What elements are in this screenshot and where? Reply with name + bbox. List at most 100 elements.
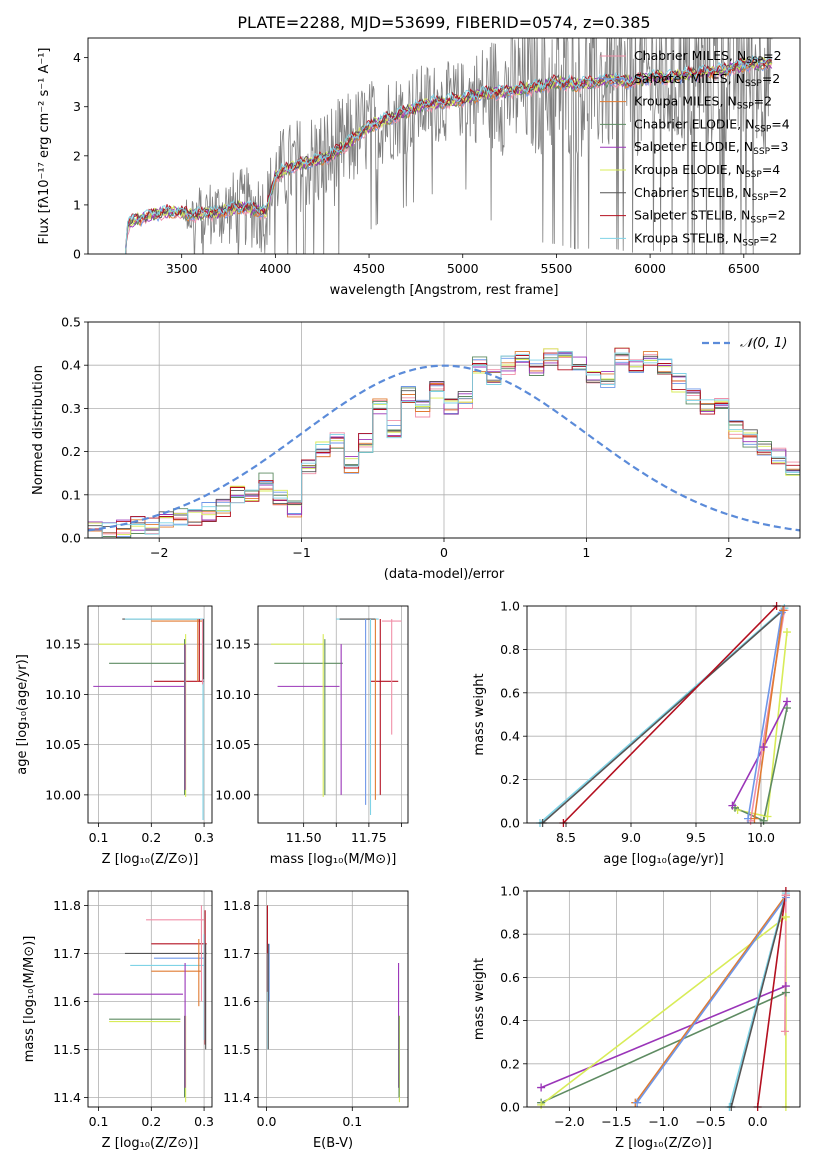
plot-area — [266, 905, 400, 1103]
y-tick-label: 0.6 — [500, 685, 520, 700]
weight-marker — [783, 628, 791, 637]
y-tick-label: 0.2 — [500, 772, 520, 787]
weight-marker — [633, 1098, 642, 1107]
x-axis-label: mass [log₁₀(M/M⊙)] — [270, 852, 397, 867]
x-tick-label: −2.0 — [554, 1114, 584, 1129]
y-tick-label: 0.8 — [500, 927, 520, 942]
normal-curve — [88, 364, 800, 532]
weight-marker — [759, 816, 768, 825]
y-axis-label: mass weight — [472, 958, 487, 1040]
y-tick-label: 0.8 — [500, 642, 520, 657]
weight-line — [747, 612, 783, 819]
legend-subscript: SSP — [752, 193, 769, 203]
legend-label: Salpeter STELIB, N — [634, 208, 750, 223]
x-axis-label: Z [log₁₀(Z/Z⊙)] — [615, 1136, 712, 1151]
weight-marker — [779, 606, 788, 615]
x-tick-label: −2 — [150, 545, 168, 560]
legend-entry: Salpeter MILES, NSSP=2 — [634, 71, 780, 89]
y-axis-label: Normed distribution — [31, 365, 46, 495]
x-tick-label: 5500 — [541, 261, 573, 276]
y-tick-label: 3 — [73, 99, 81, 114]
x-tick-label: 1 — [582, 545, 590, 560]
weight-marker — [759, 743, 768, 752]
y-tick-label: 0.5 — [61, 315, 81, 330]
weight-line — [540, 991, 787, 1104]
y-tick-label: 0.0 — [500, 1100, 520, 1115]
legend-label: Salpeter MILES, N — [634, 71, 745, 86]
x-tick-label: 11.50 — [286, 830, 322, 845]
x-tick-label: −1.5 — [601, 1114, 631, 1129]
model-line-salpeter-stelib — [125, 57, 773, 254]
legend-suffix: =4 — [762, 162, 780, 177]
legend-suffix: =2 — [767, 208, 785, 223]
weight-marker — [783, 697, 791, 706]
y-tick-label: 10.05 — [45, 737, 81, 752]
y-tick-label: 10.10 — [45, 687, 81, 702]
axes-frame — [87, 37, 801, 255]
spectrum-panel: 3500 4000 4500 5000 5500 6000 6500 0 1 2 3 4 wavelen… — [37, 37, 801, 298]
legend-subscript: SSP — [745, 79, 762, 89]
x-tick-label: 0.1 — [342, 1114, 362, 1129]
x-tick-label: 10.0 — [747, 830, 775, 845]
legend-entry: Chabrier ELODIE, NSSP=4 — [634, 116, 790, 134]
y-tick-label: 0.3 — [61, 401, 81, 416]
legend-subscript: SSP — [746, 56, 763, 66]
legend-suffix: =3 — [770, 139, 788, 154]
y-axis-label: mass [log₁₀(M/M⊙)] — [22, 936, 37, 1063]
plot-area — [93, 905, 207, 1103]
x-tick-label: 8.5 — [556, 830, 576, 845]
legend-subscript: SSP — [750, 216, 767, 226]
y-tick-label: 11.6 — [223, 994, 251, 1009]
weight-line — [636, 897, 787, 1104]
y-axis-label: age [log₁₀(age/yr)] — [15, 654, 30, 775]
y-axis-label: Flux [fλ10⁻¹⁷ erg cm⁻² s⁻¹ A⁻¹] — [37, 48, 52, 245]
legend-label: Kroupa MILES, N — [634, 94, 737, 109]
y-tick-label: 10.10 — [215, 687, 251, 702]
y-tick-label: 0 — [73, 247, 81, 262]
legend-label: Kroupa ELODIE, N — [634, 162, 745, 177]
axes-frame — [87, 321, 801, 539]
legend-suffix: =2 — [759, 230, 777, 245]
x-tick-label: −1 — [292, 545, 310, 560]
x-tick-label: 9.5 — [686, 830, 706, 845]
mass_weight_vs_Z-panel: −2.0 −1.5 −1.0 −0.5 0.0 0.0 0.2 0.4 0.6 0.8 1.0 Z [… — [472, 884, 801, 1151]
weight-marker — [728, 801, 737, 810]
y-tick-label: 0.2 — [61, 444, 81, 459]
legend-entry: Chabrier STELIB, NSSP=2 — [634, 185, 787, 203]
legend-label: Chabrier ELODIE, N — [634, 116, 754, 131]
y-tick-label: 11.7 — [53, 946, 81, 961]
residuals-panel: −2 −1 0 1 2 0.0 0.1 0.2 0.3 0.4 0.5 (data-model)/er… — [31, 315, 801, 582]
x-tick-label: 0.2 — [141, 830, 161, 845]
x-tick-label: 6000 — [634, 261, 666, 276]
weight-marker — [780, 1027, 789, 1036]
plot-area — [88, 347, 800, 538]
grid — [258, 891, 408, 1107]
y-tick-label: 0.6 — [500, 970, 520, 985]
weight-line — [540, 985, 787, 1089]
x-tick-label: 4000 — [259, 261, 291, 276]
y-tick-label: 11.4 — [223, 1090, 251, 1105]
x-axis-label: E(B-V) — [313, 1136, 353, 1151]
y-tick-label: 11.5 — [223, 1042, 251, 1057]
plot-area — [271, 618, 402, 815]
legend-subscript: SSP — [753, 147, 770, 157]
x-axis-label: (data-model)/error — [384, 567, 505, 582]
y-tick-label: 0.4 — [500, 1013, 520, 1028]
x-tick-label: 9.0 — [621, 830, 641, 845]
age_vs_Z-panel: 0.1 0.2 0.3 10.00 10.05 10.10 10.15 Z [log₁₀(Z/… — [15, 605, 214, 867]
plot-area — [93, 618, 205, 820]
x-tick-label: 0 — [440, 545, 448, 560]
x-tick-label: 0.1 — [89, 830, 109, 845]
legend-label: Chabrier MILES, N — [634, 48, 746, 63]
y-tick-label: 10.00 — [45, 787, 81, 802]
y-tick-label: 1.0 — [500, 884, 520, 899]
weight-marker — [763, 812, 772, 821]
x-tick-label: 5000 — [447, 261, 479, 276]
axes-frame — [526, 605, 801, 824]
legend-entry: Kroupa STELIB, NSSP=2 — [634, 230, 778, 248]
y-tick-label: 1 — [73, 197, 81, 212]
x-tick-label: 0.3 — [194, 830, 214, 845]
plot-area — [125, 38, 773, 254]
legend-entry: Salpeter ELODIE, NSSP=3 — [634, 139, 788, 157]
